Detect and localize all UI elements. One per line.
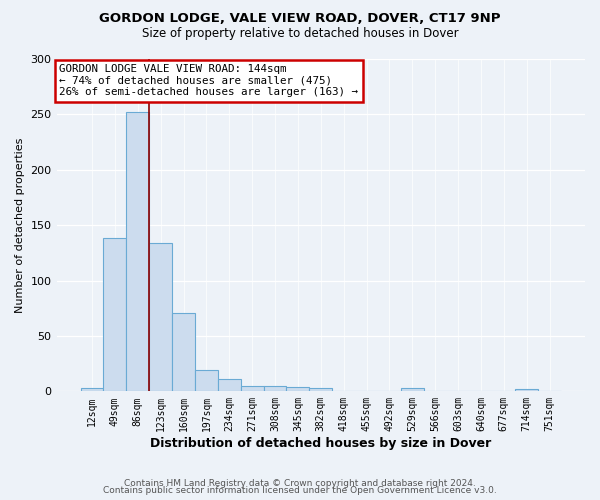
Bar bbox=[241, 386, 263, 392]
Bar bbox=[172, 312, 195, 392]
Bar bbox=[401, 388, 424, 392]
Bar bbox=[127, 112, 149, 392]
Bar bbox=[263, 386, 286, 392]
Bar bbox=[80, 388, 103, 392]
Text: GORDON LODGE VALE VIEW ROAD: 144sqm
← 74% of detached houses are smaller (475)
2: GORDON LODGE VALE VIEW ROAD: 144sqm ← 74… bbox=[59, 64, 358, 97]
X-axis label: Distribution of detached houses by size in Dover: Distribution of detached houses by size … bbox=[150, 437, 491, 450]
Bar bbox=[149, 243, 172, 392]
Text: Contains HM Land Registry data © Crown copyright and database right 2024.: Contains HM Land Registry data © Crown c… bbox=[124, 478, 476, 488]
Text: GORDON LODGE, VALE VIEW ROAD, DOVER, CT17 9NP: GORDON LODGE, VALE VIEW ROAD, DOVER, CT1… bbox=[99, 12, 501, 26]
Bar bbox=[103, 238, 127, 392]
Bar bbox=[515, 389, 538, 392]
Text: Contains public sector information licensed under the Open Government Licence v3: Contains public sector information licen… bbox=[103, 486, 497, 495]
Y-axis label: Number of detached properties: Number of detached properties bbox=[15, 138, 25, 313]
Bar bbox=[286, 387, 310, 392]
Bar bbox=[218, 379, 241, 392]
Bar bbox=[195, 370, 218, 392]
Bar bbox=[310, 388, 332, 392]
Text: Size of property relative to detached houses in Dover: Size of property relative to detached ho… bbox=[142, 28, 458, 40]
